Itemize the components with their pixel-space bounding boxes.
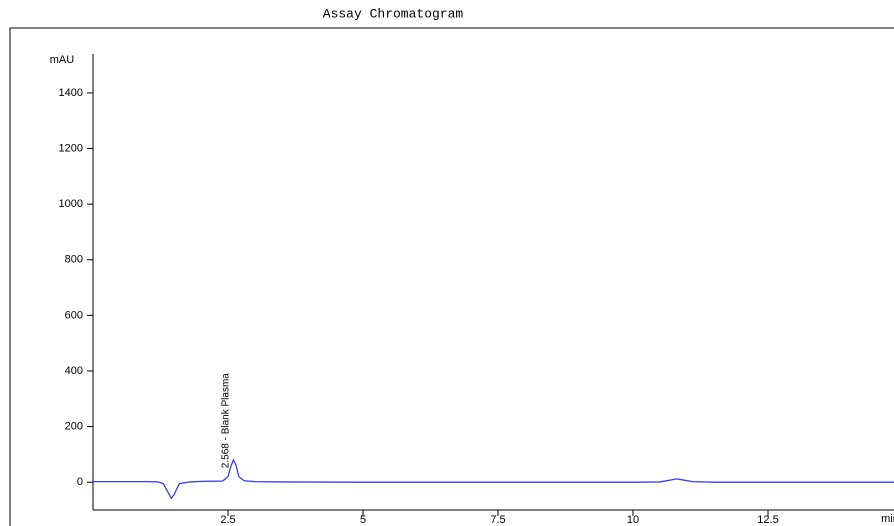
frame <box>9 27 894 526</box>
y-tick-label: 600 <box>65 309 83 321</box>
peak-annotation: 2.568 - Blank Plasma <box>220 373 231 468</box>
trace <box>93 458 894 500</box>
y-tick-label: 200 <box>65 420 83 432</box>
x-tick-label: 2.5 <box>220 514 235 526</box>
x-axis-label: min <box>881 513 894 525</box>
y-tick-label: 1200 <box>59 142 83 154</box>
x-tick-label: 10 <box>627 514 639 526</box>
x-tick-label: 12.5 <box>757 514 778 526</box>
x-tick-label: 7.5 <box>490 514 505 526</box>
chart-title: Assay Chromatogram <box>323 6 464 21</box>
x-tick-label: 5 <box>360 514 366 526</box>
y-tick-label: 0 <box>77 476 83 488</box>
y-tick-label: 1400 <box>59 87 83 99</box>
y-tick-label: 1000 <box>59 198 83 210</box>
y-axis-label: mAU <box>50 54 75 66</box>
y-tick-label: 800 <box>65 254 83 266</box>
y-tick-label: 400 <box>65 365 83 377</box>
